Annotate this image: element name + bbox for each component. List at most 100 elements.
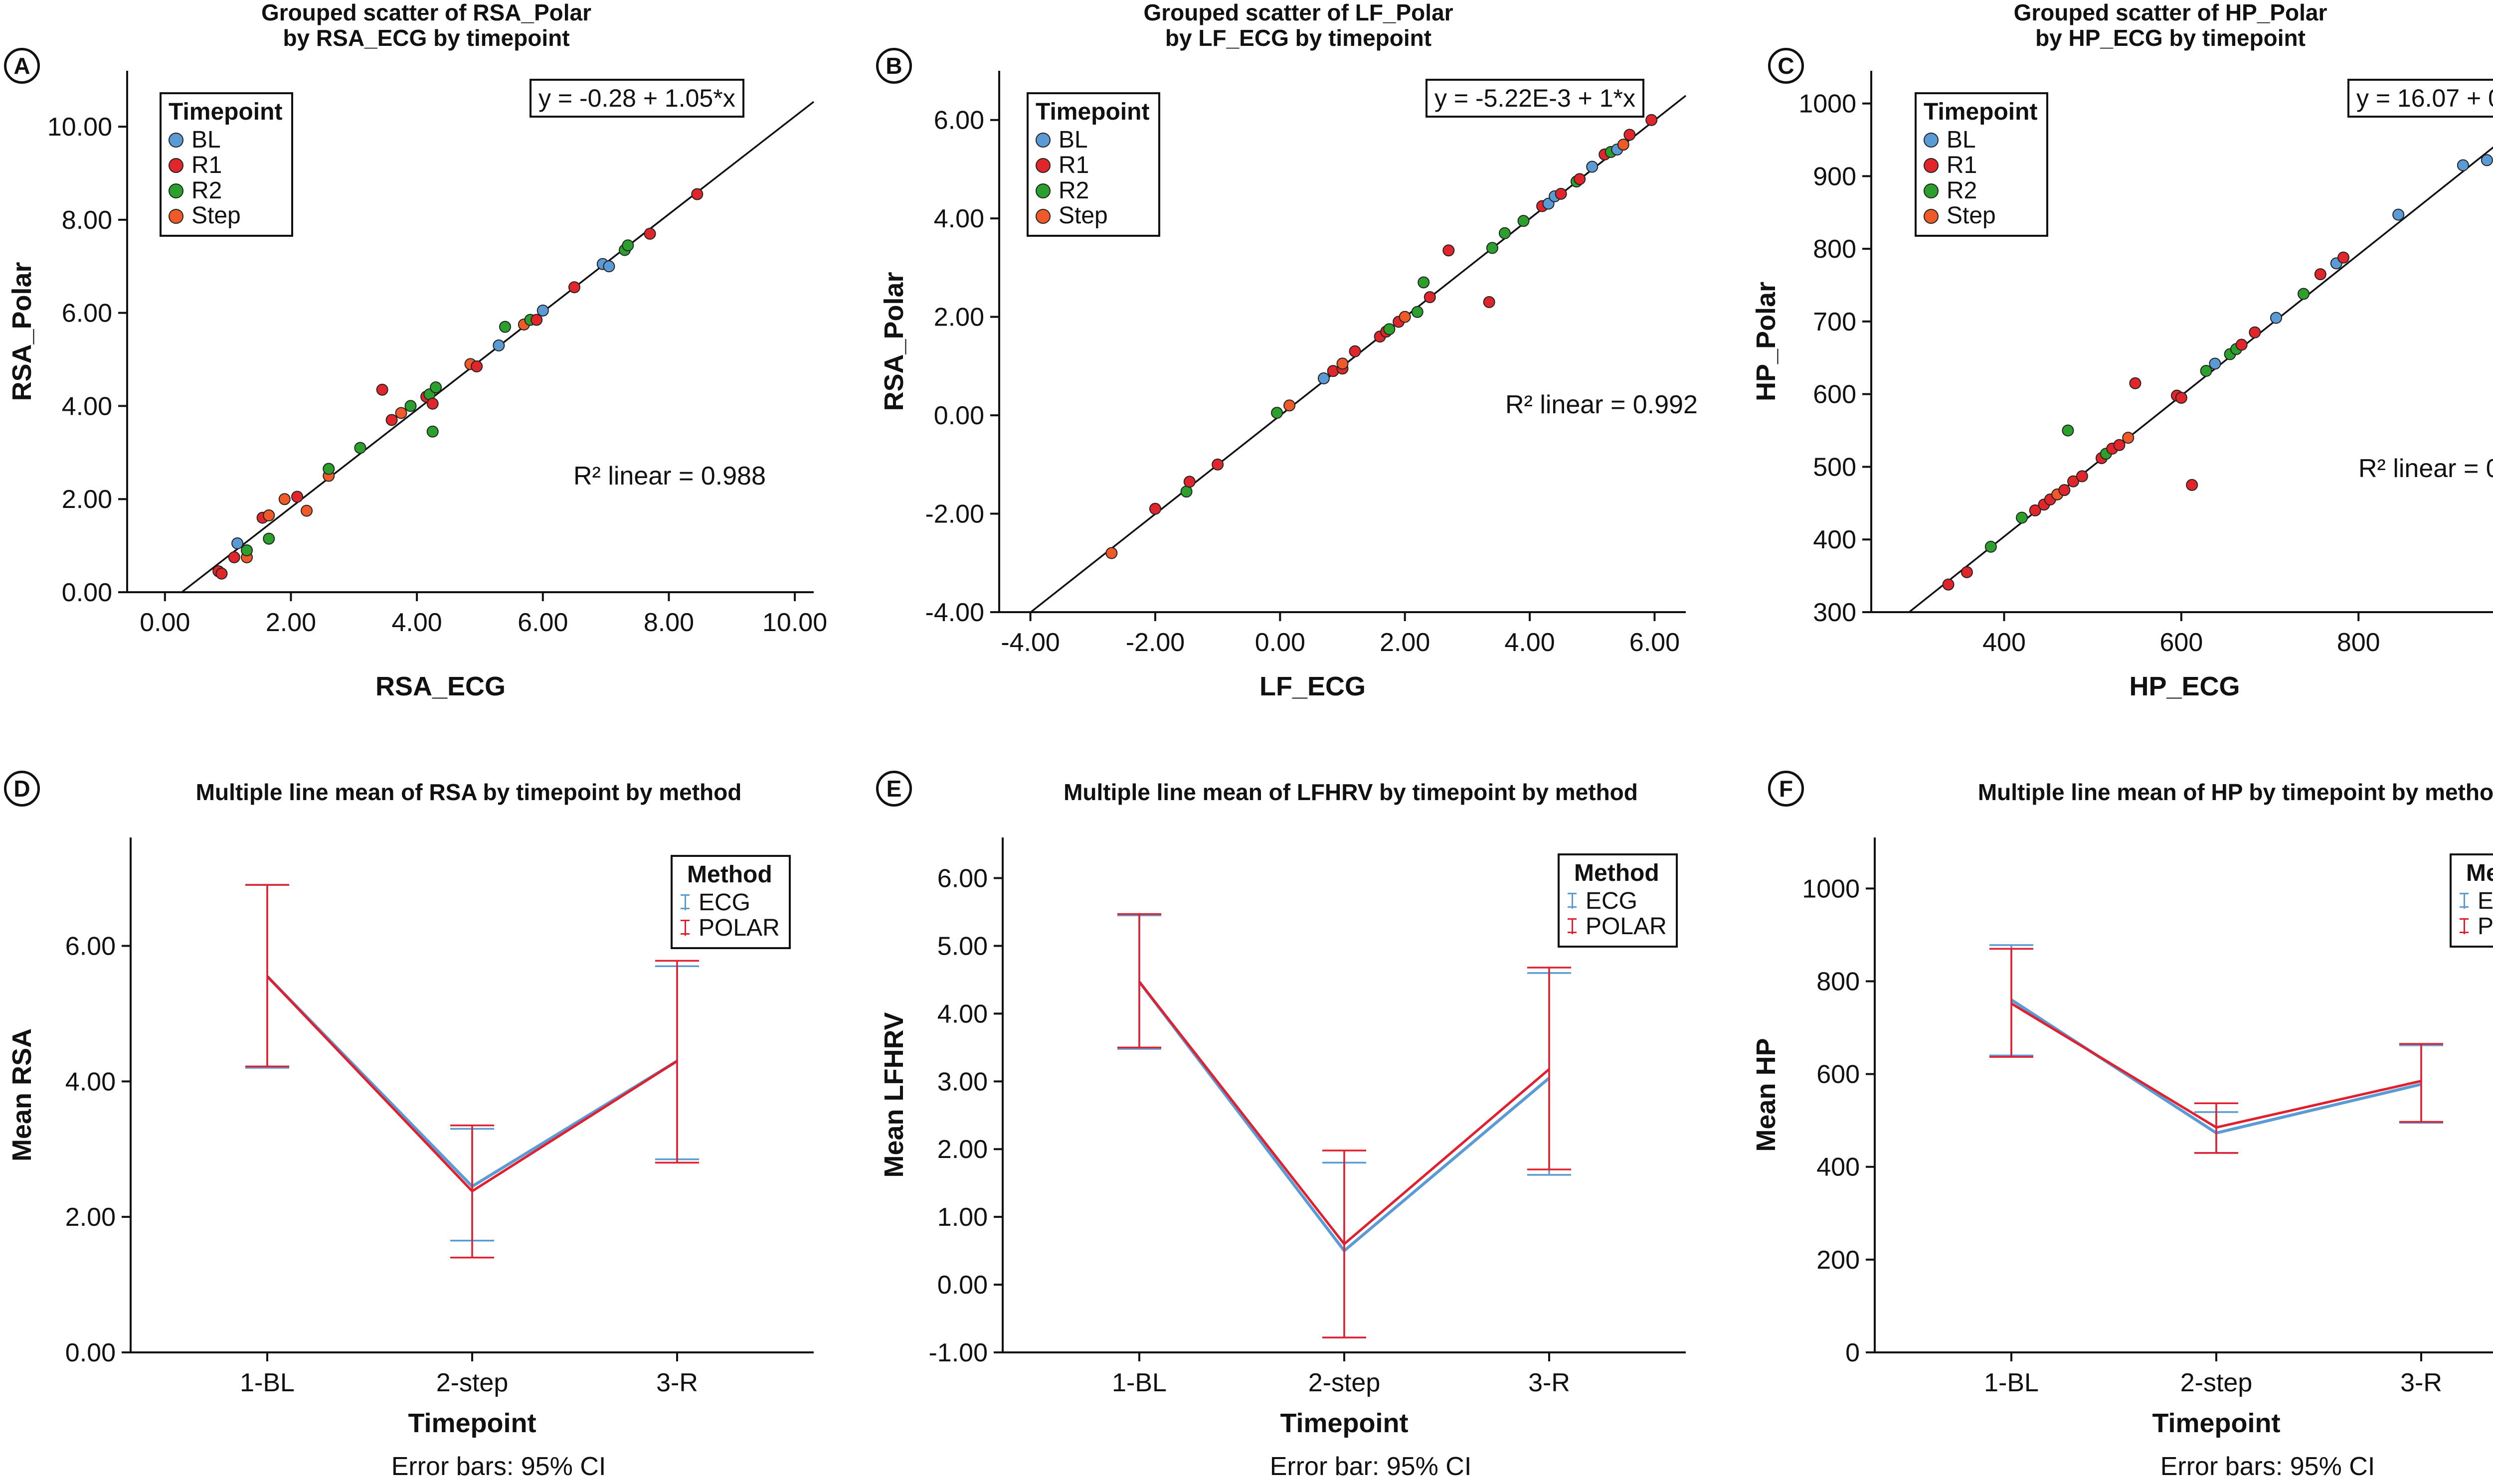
data-point-r1 [2337, 251, 2350, 264]
series-line-polar [1138, 981, 1550, 1246]
legend-title: Timepoint [1924, 99, 2038, 125]
x-tick-label: 2-step [2180, 1368, 2253, 1397]
chart-title: Grouped scatter of HP_Polar by HP_ECG by… [2013, 0, 2327, 51]
legend-item-step: Step [1036, 203, 1149, 229]
r-squared-label: R² linear = 0.969 [2358, 454, 2493, 483]
dot-icon [1924, 208, 1939, 224]
x-tick-label: 800 [2337, 628, 2380, 657]
error-bar-icon [1567, 918, 1578, 936]
x-axis-label: Timepoint [2152, 1408, 2280, 1438]
legend-item-bl: BL [1924, 127, 2037, 153]
data-point-step [395, 407, 407, 419]
error-bar-icon [1567, 892, 1578, 910]
dot-icon [1924, 158, 1939, 173]
legend-item-step: Step [1924, 203, 2037, 229]
data-point-r1 [531, 314, 543, 326]
y-axis-label: HP_Polar [1751, 282, 1781, 401]
y-tick-label: 800 [1816, 967, 1860, 996]
data-point-r1 [1424, 291, 1436, 304]
data-point-r2 [426, 425, 439, 438]
x-tick-label: 600 [2159, 628, 2203, 657]
legend-item-r1: R1 [1924, 153, 2037, 178]
y-tick-label: 600 [1816, 1060, 1860, 1089]
legend: Timepoint BL R1 R2 Step [160, 92, 294, 237]
data-point-r2 [2062, 424, 2074, 437]
data-point-r2 [1383, 323, 1396, 335]
y-axis-label: Mean HP [1751, 1038, 1781, 1152]
data-point-r1 [1183, 476, 1196, 488]
data-point-r2 [430, 381, 442, 394]
x-tick-label: 1-BL [1112, 1368, 1167, 1397]
y-tick-label: 1000 [1798, 90, 1856, 119]
y-tick-label: 600 [1813, 380, 1856, 409]
data-point-bl [2392, 208, 2405, 221]
data-point-r2 [2298, 288, 2310, 300]
line-chart-f: 1-BL 2-step 3-R 0 200 400 600 800 1000 Timepoint M… [1751, 837, 2493, 1438]
data-point-bl [231, 537, 244, 549]
y-tick-label: 200 [1816, 1246, 1860, 1275]
y-tick-label: 2.00 [62, 485, 112, 514]
x-axis-label: HP_ECG [2129, 671, 2240, 701]
legend: Method ECG POLAR [671, 855, 791, 949]
legend-item-r2: R2 [1924, 178, 2037, 204]
scatter-plot-c: 40060080010003004005006007008009001000HP… [1751, 71, 2493, 701]
y-tick-label: 900 [1813, 162, 1856, 191]
data-point-r1 [568, 281, 580, 294]
legend-title: Timepoint [169, 99, 283, 125]
data-point-r2 [2016, 511, 2028, 524]
r-squared-label: R² linear = 0.992 [1505, 390, 1698, 419]
data-point-r2 [241, 544, 253, 556]
data-point-r2 [622, 239, 634, 252]
data-point-r2 [1180, 486, 1193, 498]
y-tick-label: 1.00 [937, 1203, 988, 1232]
data-point-bl [493, 339, 505, 352]
legend: Timepoint BL R1 R2 Step [1915, 92, 2049, 237]
x-tick-label: 4.00 [392, 608, 442, 637]
legend-item-r2: R2 [1036, 178, 1149, 204]
error-bar-icon [680, 919, 691, 937]
x-tick-label: 0.00 [1255, 628, 1305, 657]
dot-icon [169, 158, 183, 173]
legend-item-polar: POLAR [1567, 914, 1667, 940]
data-point-r1 [2175, 391, 2187, 404]
y-tick-label: 2.00 [934, 303, 984, 332]
data-point-r1 [2113, 439, 2126, 451]
data-point-r2 [2200, 365, 2212, 377]
legend: Method ECG POLAR [2450, 853, 2493, 948]
data-point-r2 [263, 532, 275, 545]
data-point-r2 [1411, 306, 1424, 318]
data-point-step [1336, 357, 1349, 370]
data-point-r1 [426, 397, 439, 410]
y-tick-label: 700 [1813, 308, 1856, 336]
legend-title: Method [2466, 860, 2493, 886]
line-chart-d: 1-BL 2-step 3-R 0.00 2.00 4.00 6.00 Timepoint Me… [7, 837, 814, 1438]
error-bar-icon [680, 894, 691, 912]
x-tick-label: 6.00 [1629, 628, 1680, 657]
chart-title: Multiple line mean of RSA by timepoint b… [195, 779, 742, 805]
y-tick-label: 4.00 [937, 999, 988, 1028]
x-tick-label: 2.00 [266, 608, 316, 637]
regression-equation: y = -5.22E-3 + 1*x [1425, 79, 1645, 118]
legend-title: Method [687, 861, 772, 888]
data-point-r1 [291, 491, 304, 503]
data-point-r1 [1149, 502, 1161, 515]
data-point-r2 [1418, 276, 1430, 289]
legend-item-r1: R1 [1036, 153, 1149, 178]
dot-icon [1036, 208, 1051, 224]
y-tick-label: 400 [1813, 525, 1856, 554]
x-tick-label: 1-BL [1984, 1368, 2039, 1397]
legend-item-bl: BL [169, 127, 282, 153]
data-point-bl [603, 260, 615, 273]
y-tick-label: 6.00 [65, 932, 116, 961]
x-tick-label: 3-R [656, 1368, 698, 1397]
scatter-plot-b: -4.00 -2.00 0.00 2.00 4.00 6.00 -4.00 -2.00 0.00… [879, 71, 1687, 701]
y-tick-label: 500 [1813, 453, 1856, 482]
dot-icon [169, 183, 183, 198]
panel-label-f: F [1768, 771, 1804, 807]
legend-title: Timepoint [1036, 99, 1150, 125]
y-tick-label: -4.00 [925, 598, 984, 627]
dot-icon [1036, 133, 1051, 148]
panel-label-d: D [4, 771, 40, 807]
data-point-r1 [644, 227, 656, 240]
data-point-bl [536, 304, 549, 317]
